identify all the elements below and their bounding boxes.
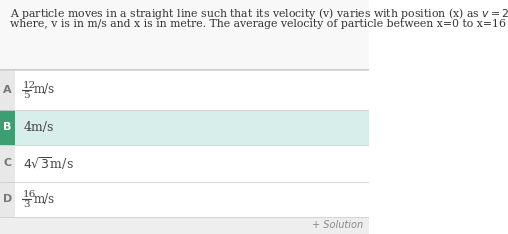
Text: $4\sqrt{3}$m/s: $4\sqrt{3}$m/s <box>23 155 74 172</box>
FancyBboxPatch shape <box>0 145 15 182</box>
Text: m/s: m/s <box>34 193 54 206</box>
Text: 3: 3 <box>23 200 30 209</box>
Text: + Solution: + Solution <box>312 220 363 230</box>
Text: C: C <box>3 158 11 168</box>
FancyBboxPatch shape <box>0 110 15 145</box>
Text: where, v is in m/s and x is in metre. The average velocity of particle between x: where, v is in m/s and x is in metre. Th… <box>10 19 508 29</box>
FancyBboxPatch shape <box>0 182 369 217</box>
FancyBboxPatch shape <box>0 70 369 110</box>
FancyBboxPatch shape <box>0 0 369 69</box>
Text: 16: 16 <box>23 190 37 199</box>
FancyBboxPatch shape <box>0 217 369 234</box>
FancyBboxPatch shape <box>0 145 369 182</box>
FancyBboxPatch shape <box>0 0 369 234</box>
Text: m/s: m/s <box>34 84 54 96</box>
Text: A: A <box>3 85 12 95</box>
Text: 5: 5 <box>23 91 30 99</box>
Text: 4m/s: 4m/s <box>23 121 53 134</box>
Text: D: D <box>3 194 12 205</box>
FancyBboxPatch shape <box>0 182 15 217</box>
Text: B: B <box>3 123 12 132</box>
Text: 12: 12 <box>23 80 37 89</box>
FancyBboxPatch shape <box>0 70 15 110</box>
Text: A particle moves in a straight line such that its velocity (v) varies with posit: A particle moves in a straight line such… <box>10 6 508 22</box>
FancyBboxPatch shape <box>0 110 369 145</box>
